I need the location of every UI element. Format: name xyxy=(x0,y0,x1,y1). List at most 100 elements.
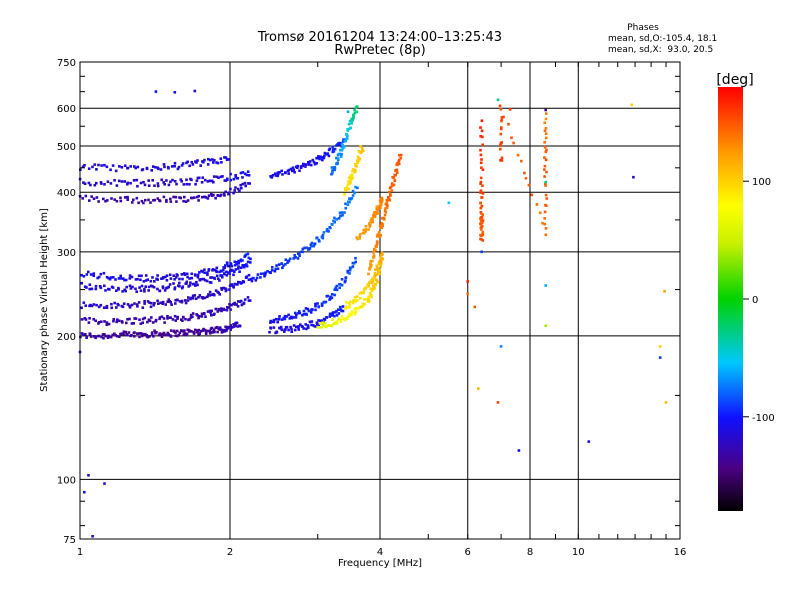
data-point xyxy=(125,321,128,325)
data-point xyxy=(230,264,234,268)
y-tick-label: 500 xyxy=(57,142,76,153)
data-point xyxy=(327,154,331,158)
data-point xyxy=(543,168,546,171)
data-point xyxy=(321,236,325,240)
data-point xyxy=(208,158,212,162)
data-point xyxy=(190,178,193,182)
data-point xyxy=(159,168,163,171)
data-point xyxy=(293,254,296,257)
data-point xyxy=(587,440,591,443)
data-point xyxy=(298,254,301,257)
data-point xyxy=(212,293,216,297)
data-point xyxy=(368,224,372,227)
data-point xyxy=(204,315,207,318)
data-point xyxy=(100,335,103,339)
data-point xyxy=(97,334,100,338)
data-point xyxy=(241,280,245,283)
data-point xyxy=(479,206,483,210)
data-point xyxy=(480,228,483,231)
data-point xyxy=(87,270,90,274)
data-point xyxy=(341,305,345,308)
data-point xyxy=(148,334,151,338)
data-point xyxy=(141,321,144,324)
data-point xyxy=(163,289,167,292)
data-point xyxy=(169,300,172,304)
data-point xyxy=(149,279,153,283)
data-point xyxy=(241,176,244,179)
data-point xyxy=(117,319,121,323)
data-point xyxy=(155,331,158,334)
data-point xyxy=(346,110,350,113)
data-point xyxy=(238,270,241,273)
data-point xyxy=(317,323,320,327)
data-point xyxy=(544,117,548,121)
data-point xyxy=(294,255,297,259)
data-point xyxy=(91,165,94,169)
data-point xyxy=(137,274,141,278)
data-point xyxy=(379,262,383,266)
data-point xyxy=(353,163,357,166)
data-point xyxy=(127,331,131,334)
data-point xyxy=(137,301,141,304)
data-point xyxy=(275,264,278,267)
data-point xyxy=(479,222,482,225)
data-point xyxy=(500,141,503,144)
data-point xyxy=(169,180,172,184)
data-point xyxy=(156,184,160,188)
data-point xyxy=(229,324,232,327)
data-point xyxy=(371,214,375,217)
data-point xyxy=(370,293,373,297)
data-point xyxy=(507,122,510,126)
data-point xyxy=(499,132,503,136)
data-point xyxy=(239,259,242,263)
data-point xyxy=(138,318,141,321)
data-point xyxy=(543,145,547,149)
data-point xyxy=(352,262,356,265)
data-point xyxy=(393,179,397,182)
data-point xyxy=(664,401,668,404)
data-point xyxy=(223,156,226,159)
data-point xyxy=(160,178,163,182)
data-point xyxy=(198,294,202,297)
data-point xyxy=(87,167,91,170)
data-point xyxy=(102,271,106,275)
data-point xyxy=(193,328,197,332)
data-point xyxy=(100,320,103,323)
data-point xyxy=(152,303,156,307)
data-point xyxy=(355,105,359,108)
data-point xyxy=(83,490,86,494)
data-point xyxy=(130,303,134,307)
data-point xyxy=(169,334,172,337)
data-point xyxy=(190,276,194,280)
y-tick-label: 400 xyxy=(57,188,76,199)
data-point xyxy=(238,189,241,193)
data-point xyxy=(176,274,179,277)
data-point xyxy=(207,293,210,296)
data-point xyxy=(88,333,92,336)
data-point xyxy=(271,173,275,177)
data-point xyxy=(339,148,342,152)
data-point xyxy=(188,318,191,321)
data-point xyxy=(117,286,120,290)
data-point xyxy=(126,166,130,170)
data-point xyxy=(168,283,172,286)
data-point xyxy=(281,266,284,270)
data-point xyxy=(140,274,143,278)
data-point xyxy=(274,174,278,177)
data-point xyxy=(276,320,279,324)
data-point xyxy=(244,184,247,188)
data-point xyxy=(544,193,548,197)
data-point xyxy=(543,164,547,168)
data-point xyxy=(268,271,271,274)
data-point xyxy=(215,266,219,270)
data-point xyxy=(176,315,179,319)
data-point xyxy=(375,273,379,276)
data-point xyxy=(215,161,218,164)
data-point xyxy=(172,282,175,285)
data-point xyxy=(377,270,380,274)
data-point xyxy=(499,345,503,348)
data-point xyxy=(195,161,198,164)
data-point xyxy=(173,180,177,183)
data-point xyxy=(82,181,85,184)
data-point xyxy=(371,278,375,281)
